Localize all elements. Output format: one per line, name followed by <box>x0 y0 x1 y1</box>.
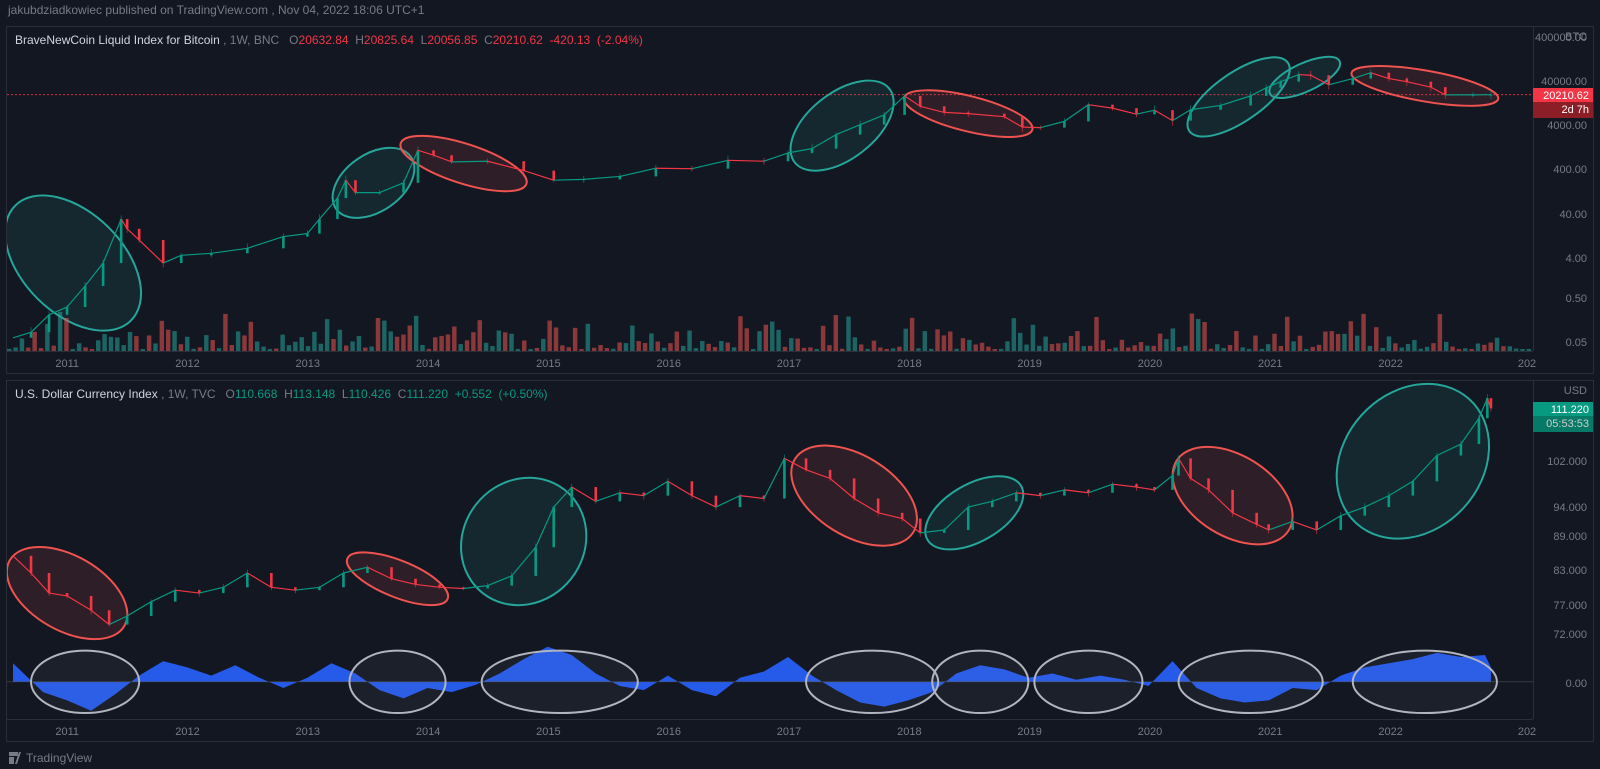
y-tick: 400000.00 <box>1535 32 1587 44</box>
y-tick-zero: 0.00 <box>1566 678 1587 690</box>
x-tick: 2016 <box>656 726 680 738</box>
x-tick: 2017 <box>777 726 801 738</box>
tradingview-icon <box>8 751 22 765</box>
x-tick: 2018 <box>897 358 921 370</box>
legend-exch: BNC <box>254 33 279 47</box>
page-root: jakubdziadkowiec published on TradingVie… <box>0 0 1600 769</box>
y-tick: 94.000 <box>1553 502 1587 514</box>
legend-C: 20210.62 <box>493 33 543 47</box>
publish-time: Nov 04, 2022 18:06 UTC+1 <box>278 3 424 17</box>
footer-text: TradingView <box>26 751 92 765</box>
x-tick: 2022 <box>1378 726 1402 738</box>
legend-L: 110.426 <box>349 387 392 401</box>
chart-svg-dxy <box>7 381 1533 719</box>
x-tick: 2012 <box>175 358 199 370</box>
x-tick: 2011 <box>55 358 79 370</box>
author: jakubdziadkowiec <box>8 3 102 17</box>
y-tick: 400.00 <box>1553 164 1587 176</box>
legend-tf: , 1W, <box>223 33 254 47</box>
chart-body-btc[interactable] <box>7 27 1533 351</box>
y-tick: 83.000 <box>1553 565 1587 577</box>
y-tick: 40000.00 <box>1541 76 1587 88</box>
legend-H: 20825.64 <box>364 33 414 47</box>
x-tick: 2013 <box>296 726 320 738</box>
publish-sep: , <box>271 3 278 17</box>
x-tick: 2014 <box>416 726 440 738</box>
legend-btc: BraveNewCoin Liquid Index for Bitcoin , … <box>15 33 643 47</box>
x-tick: 2011 <box>55 726 79 738</box>
pane-dxy[interactable]: U.S. Dollar Currency Index , 1W, TVC O11… <box>6 380 1594 742</box>
footer-brand: TradingView <box>8 751 92 765</box>
legend-O: 110.668 <box>235 387 278 401</box>
x-tick: 202 <box>1518 726 1536 738</box>
y-tick: 0.05 <box>1566 337 1587 349</box>
legend-O-key: O <box>289 33 298 47</box>
publish-strip: jakubdziadkowiec published on TradingVie… <box>0 0 1600 22</box>
legend-H: 113.148 <box>293 387 336 401</box>
legend-name: BraveNewCoin Liquid Index for Bitcoin <box>15 33 220 47</box>
legend-chg: +0.552 <box>455 387 492 401</box>
x-tick: 2022 <box>1378 358 1402 370</box>
y-tick: 77.000 <box>1553 600 1587 612</box>
x-tick: 2019 <box>1017 726 1041 738</box>
x-tick: 2016 <box>656 358 680 370</box>
legend-C: 111.220 <box>406 387 448 401</box>
x-tick: 2021 <box>1258 358 1282 370</box>
legend-chgpct: (+0.50%) <box>498 387 547 401</box>
y-tick: 4000.00 <box>1547 120 1587 132</box>
x-tick: 202 <box>1518 358 1536 370</box>
legend-chg: -420.13 <box>549 33 590 47</box>
chart-body-dxy[interactable] <box>7 381 1533 719</box>
legend-L: 20056.85 <box>427 33 477 47</box>
y-tick: 0.50 <box>1566 293 1587 305</box>
x-axis-dxy[interactable]: 2011 2012 2013 2014 2015 2016 2017 2018 2019 2020… <box>7 719 1533 741</box>
x-tick: 2014 <box>416 358 440 370</box>
x-tick: 2020 <box>1138 726 1162 738</box>
y-axis-dxy[interactable]: USD 102.000 94.000 89.000 83.000 77.000 72.00… <box>1533 381 1593 719</box>
countdown-tag: 05:53:53 <box>1533 416 1593 432</box>
x-tick: 2019 <box>1017 358 1041 370</box>
publish-site: TradingView.com <box>177 3 268 17</box>
x-tick: 2017 <box>777 358 801 370</box>
x-tick: 2012 <box>175 726 199 738</box>
y-unit-dxy: USD <box>1564 385 1587 397</box>
countdown-tag: 2d 7h <box>1533 102 1593 118</box>
legend-O: 20632.84 <box>299 33 349 47</box>
x-tick: 2015 <box>536 358 560 370</box>
x-tick: 2020 <box>1138 358 1162 370</box>
y-axis-btc[interactable]: BTC 400000.0040000.004000.00400.0040.004… <box>1533 27 1593 351</box>
x-tick: 2021 <box>1258 726 1282 738</box>
pane-btc[interactable]: BraveNewCoin Liquid Index for Bitcoin , … <box>6 26 1594 374</box>
x-tick: 2015 <box>536 726 560 738</box>
x-tick: 2013 <box>296 358 320 370</box>
y-tick: 4.00 <box>1566 253 1587 265</box>
legend-exch: TVC <box>192 387 216 401</box>
x-axis-btc[interactable]: 2011 2012 2013 2014 2015 2016 2017 2018 2019 2020… <box>7 351 1533 373</box>
legend-name: U.S. Dollar Currency Index <box>15 387 158 401</box>
y-tick: 40.00 <box>1559 209 1587 221</box>
legend-dxy: U.S. Dollar Currency Index , 1W, TVC O11… <box>15 387 547 401</box>
y-tick: 89.000 <box>1553 531 1587 543</box>
x-tick: 2018 <box>897 726 921 738</box>
y-tick: 102.000 <box>1547 456 1587 468</box>
y-tick: 72.000 <box>1553 629 1587 641</box>
publish-verb: published on <box>105 3 176 17</box>
chart-svg-btc <box>7 27 1533 351</box>
legend-chgpct: (-2.04%) <box>597 33 643 47</box>
